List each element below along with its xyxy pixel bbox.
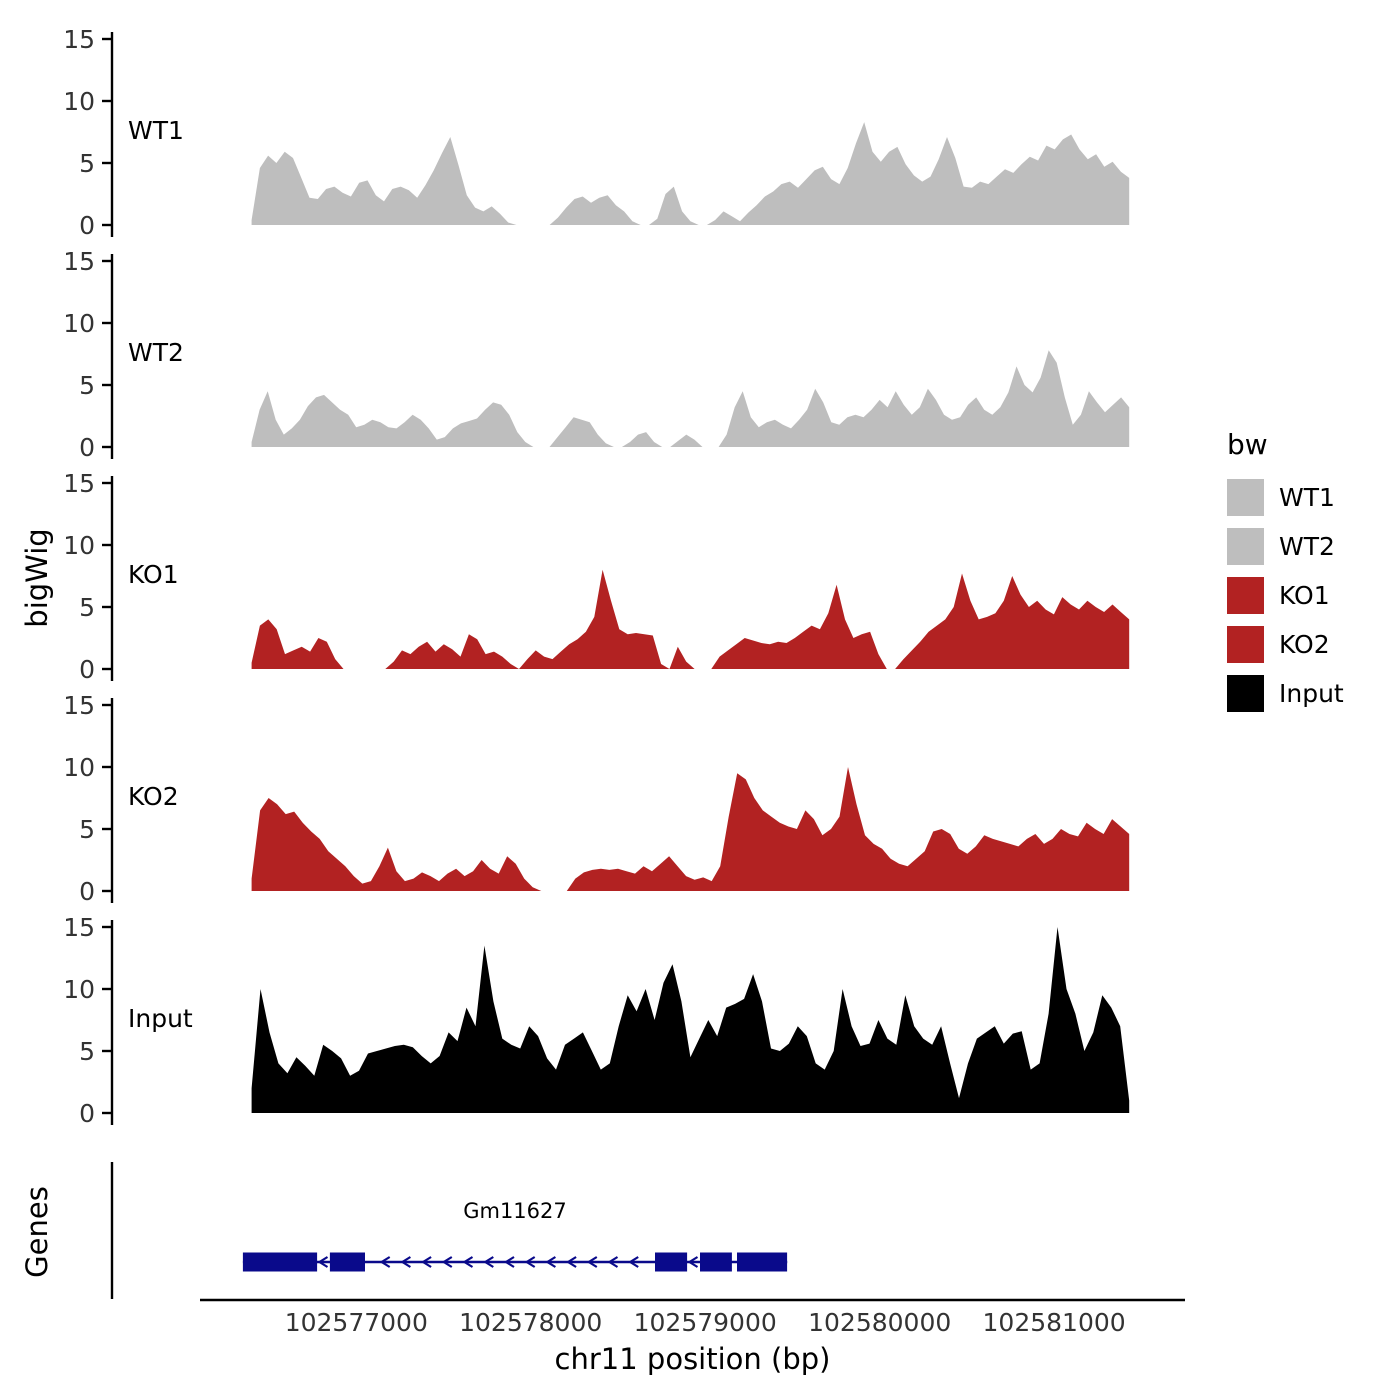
legend-item-ko1: KO1	[1227, 577, 1344, 614]
svg-text:10: 10	[63, 309, 95, 338]
legend-label-wt1: WT1	[1279, 483, 1335, 512]
x-axis-tick-labels: 102577000 102578000 102579000 102580000 1025…	[55, 1308, 1185, 1342]
track-label-input: Input	[128, 1004, 193, 1033]
track-label-ko1: KO1	[128, 560, 179, 589]
track-label-wt2: WT2	[128, 338, 184, 367]
svg-text:5: 5	[79, 593, 95, 622]
svg-text:5: 5	[79, 149, 95, 178]
svg-text:0: 0	[79, 211, 95, 240]
track-label-ko2: KO2	[128, 782, 179, 811]
x-tick-label: 102580000	[808, 1308, 952, 1337]
svg-text:5: 5	[79, 1037, 95, 1066]
track-area-input: 0 5 10 15	[63, 913, 1130, 1128]
svg-text:5: 5	[79, 815, 95, 844]
svg-text:10: 10	[63, 87, 95, 116]
x-tick-label: 102578000	[459, 1308, 603, 1337]
genes-panel: Gm11627	[110, 1162, 788, 1299]
legend-item-input: Input	[1227, 675, 1344, 712]
legend-swatch-ko1	[1227, 577, 1264, 614]
x-tick-label: 102577000	[284, 1308, 428, 1337]
svg-text:0: 0	[79, 1099, 95, 1128]
svg-text:0: 0	[79, 433, 95, 462]
legend-swatch-wt2	[1227, 528, 1264, 565]
tracks-panel: 0 5 10 15 0 5 10 15 0 5 10 15 0 5 10 15 0 5 10 15	[55, 24, 1185, 1134]
x-axis-line	[200, 1298, 1185, 1302]
legend-title: bw	[1227, 428, 1268, 461]
legend-item-wt2: WT2	[1227, 528, 1344, 565]
svg-text:0: 0	[79, 655, 95, 684]
track-area-wt1: 0 5 10 15	[63, 25, 1130, 240]
svg-text:15: 15	[63, 469, 95, 498]
legend: bw WT1 WT2 KO1 KO2 Input	[1227, 428, 1344, 724]
svg-text:15: 15	[63, 691, 95, 720]
x-tick-label: 102581000	[982, 1308, 1126, 1337]
track-area-ko2: 0 5 10 15	[63, 691, 1130, 906]
svg-text:15: 15	[63, 247, 95, 276]
svg-text:5: 5	[79, 371, 95, 400]
x-axis-title: chr11 position (bp)	[554, 1342, 831, 1376]
legend-item-ko2: KO2	[1227, 626, 1344, 663]
svg-text:15: 15	[63, 25, 95, 54]
legend-item-wt1: WT1	[1227, 479, 1344, 516]
legend-label-ko2: KO2	[1279, 630, 1330, 659]
legend-label-wt2: WT2	[1279, 532, 1335, 561]
svg-text:0: 0	[79, 877, 95, 906]
y-axis-title-bigwig: bigWig	[20, 528, 54, 628]
legend-swatch-wt1	[1227, 479, 1264, 516]
svg-text:15: 15	[63, 913, 95, 942]
svg-text:10: 10	[63, 531, 95, 560]
track-area-wt2: 0 5 10 15	[63, 247, 1130, 462]
legend-swatch-input	[1227, 675, 1264, 712]
svg-text:10: 10	[63, 975, 95, 1004]
x-tick-label: 102579000	[633, 1308, 777, 1337]
track-label-wt1: WT1	[128, 116, 184, 145]
y-axis-title-genes: Genes	[20, 1186, 54, 1278]
svg-text:10: 10	[63, 753, 95, 782]
legend-swatch-ko2	[1227, 626, 1264, 663]
legend-label-input: Input	[1279, 679, 1344, 708]
svg-text:Gm11627: Gm11627	[463, 1199, 567, 1223]
legend-label-ko1: KO1	[1279, 581, 1330, 610]
track-area-ko1: 0 5 10 15	[63, 469, 1130, 684]
